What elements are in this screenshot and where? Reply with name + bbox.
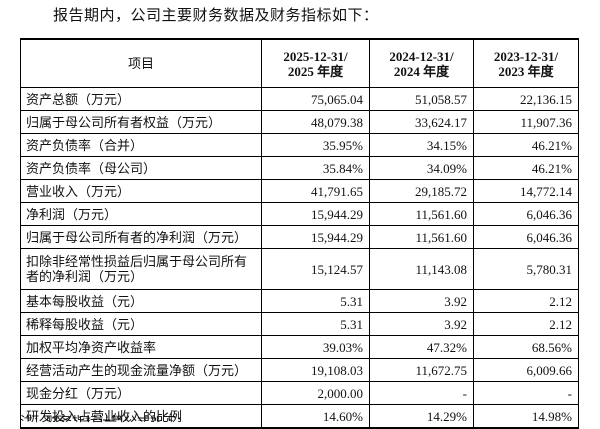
header-2024: 2024-12-31/2024 年度 — [369, 38, 474, 88]
value-2023: 14.98% — [473, 404, 579, 429]
value-2024: 14.29% — [369, 404, 474, 429]
value-2024: 3.92 — [369, 312, 474, 336]
table-row: 经营活动产生的现金流量净额（万元） 19,108.03 11,672.75 6,009… — [20, 358, 579, 382]
table-row: 归属于母公司所有者的净利润（万元） 15,944.29 11,561.60 6,046… — [20, 225, 579, 249]
value-2025: 2,000.00 — [261, 381, 370, 405]
row-label: 现金分红（万元） — [20, 381, 262, 405]
row-label: 经营活动产生的现金流量净额（万元） — [20, 358, 262, 382]
value-2024: 29,185.72 — [369, 179, 474, 203]
value-2023: 11,907.36 — [473, 110, 579, 134]
header-2023: 2023-12-31/2023 年度 — [473, 38, 579, 88]
table-row: 资产负债率（母公司） 35.84% 34.09% 46.21% — [20, 156, 579, 180]
row-label: 归属于母公司所有者的净利润（万元） — [20, 225, 262, 249]
table-header-row: 项目 2025-12-31/2025 年度 2024-12-31/2024 年度… — [20, 38, 579, 88]
table-row: 资产总额（万元） 75,065.04 51,058.57 22,136.15 — [20, 87, 579, 111]
value-2024: 33,624.17 — [369, 110, 474, 134]
value-2023: 6,046.36 — [473, 225, 579, 249]
table-row: 稀释每股收益（元） 5.31 3.92 2.12 — [20, 312, 579, 336]
row-label: 扣除非经常性损益后归属于母公司所有者的净利润（万元） — [20, 248, 262, 290]
intro-text: 报告期内，公司主要财务数据及财务指标如下： — [53, 8, 379, 24]
value-2025: 5.31 — [261, 312, 370, 336]
table-row: 营业收入（万元） 41,791.65 29,185.72 14,772.14 — [20, 179, 579, 203]
value-2025: 35.95% — [261, 133, 370, 157]
value-2023: 6,046.36 — [473, 202, 579, 226]
value-2023: - — [473, 381, 579, 405]
value-2023: 14,772.14 — [473, 179, 579, 203]
financial-data-table: 项目 2025-12-31/2025 年度 2024-12-31/2024 年度… — [20, 38, 579, 429]
value-2024: 11,672.75 — [369, 358, 474, 382]
value-2023: 2.12 — [473, 289, 579, 313]
value-2025: 39.03% — [261, 335, 370, 359]
value-2024: 34.09% — [369, 156, 474, 180]
value-2025: 19,108.03 — [261, 358, 370, 382]
value-2023: 5,780.31 — [473, 248, 579, 290]
value-2025: 15,944.29 — [261, 225, 370, 249]
value-2024: - — [369, 381, 474, 405]
value-2024: 3.92 — [369, 289, 474, 313]
table-row: 净利润（万元） 15,944.29 11,561.60 6,046.36 — [20, 202, 579, 226]
row-label: 资产负债率（合并） — [20, 133, 262, 157]
value-2025: 35.84% — [261, 156, 370, 180]
value-2025: 48,079.38 — [261, 110, 370, 134]
table-row: 现金分红（万元） 2,000.00- - — [20, 381, 579, 405]
value-2025: 41,791.65 — [261, 179, 370, 203]
value-2025: 75,065.04 — [261, 87, 370, 111]
row-label: 加权平均净资产收益率 — [20, 335, 262, 359]
table-row: 基本每股收益（元） 5.31 3.92 2.12 — [20, 289, 579, 313]
table-row: 扣除非经常性损益后归属于母公司所有者的净利润（万元） 15,124.57 11,14… — [20, 248, 579, 290]
table-row: 加权平均净资产收益率 39.03% 47.32% 68.56% — [20, 335, 579, 359]
row-label: 资产总额（万元） — [20, 87, 262, 111]
row-label: 稀释每股收益（元） — [20, 312, 262, 336]
value-2024: 47.32% — [369, 335, 474, 359]
row-label: 基本每股收益（元） — [20, 289, 262, 313]
row-label: 归属于母公司所有者权益（万元） — [20, 110, 262, 134]
value-2023: 6,009.66 — [473, 358, 579, 382]
value-2024: 11,143.08 — [369, 248, 474, 290]
value-2025: 5.31 — [261, 289, 370, 313]
value-2023: 46.21% — [473, 133, 579, 157]
table-row: 归属于母公司所有者权益（万元） 48,079.38 33,624.17 11,907.… — [20, 110, 579, 134]
row-label: 净利润（万元） — [20, 202, 262, 226]
value-2024: 34.15% — [369, 133, 474, 157]
value-2023: 68.56% — [473, 335, 579, 359]
header-2025: 2025-12-31/2025 年度 — [261, 38, 370, 88]
value-2024: 11,561.60 — [369, 202, 474, 226]
table-row: 资产负债率（合并） 35.95% 34.15% 46.21% — [20, 133, 579, 157]
row-label: 资产负债率（母公司） — [20, 156, 262, 180]
value-2023: 46.21% — [473, 156, 579, 180]
header-item: 项目 — [20, 38, 262, 88]
row-label: 营业收入（万元） — [20, 179, 262, 203]
value-2023: 2.12 — [473, 312, 579, 336]
footnote-partial: 注：财务指标计算公式如下： — [20, 415, 280, 421]
value-2025: 15,944.29 — [261, 202, 370, 226]
value-2025: 15,124.57 — [261, 248, 370, 290]
value-2023: 22,136.15 — [473, 87, 579, 111]
value-2024: 51,058.57 — [369, 87, 474, 111]
value-2024: 11,561.60 — [369, 225, 474, 249]
